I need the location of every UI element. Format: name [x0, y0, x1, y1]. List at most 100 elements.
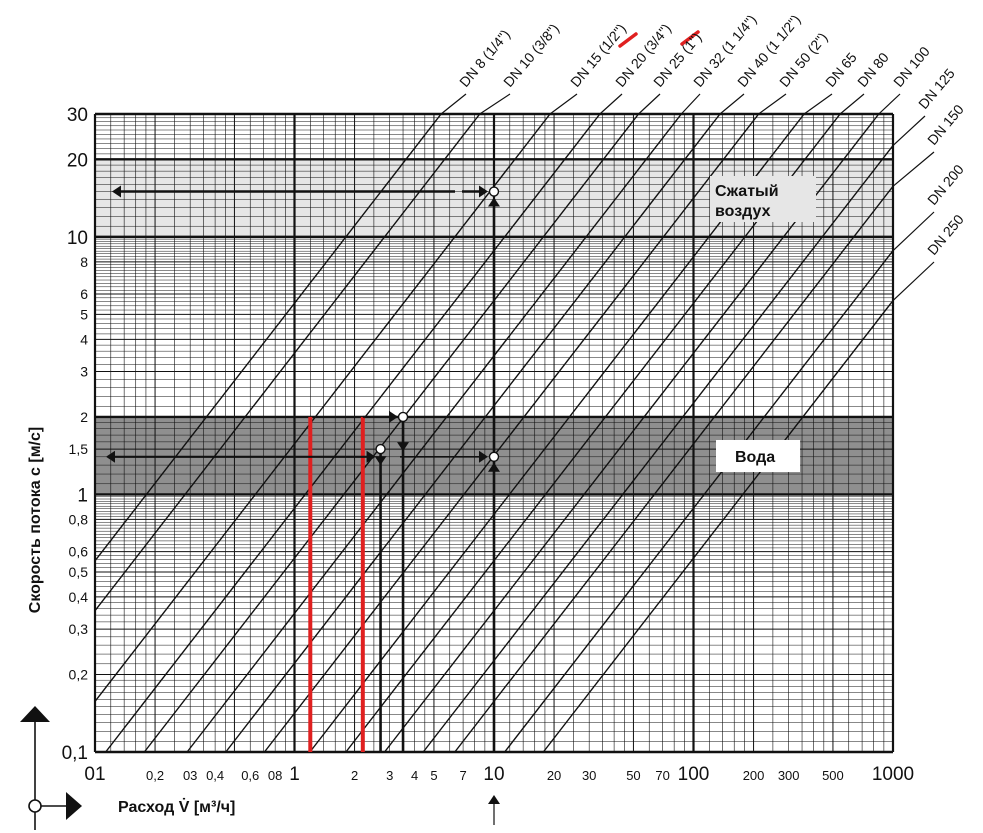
region-label-air: воздух	[715, 203, 771, 220]
series-line-dn32	[186, 113, 682, 753]
example-arrow-head-2-right	[389, 410, 399, 423]
annotation-layer	[106, 30, 700, 825]
series-leader-dn150	[892, 151, 935, 187]
series-leader-dn50	[758, 93, 787, 115]
series-line-dn40	[225, 113, 721, 753]
up-arrow-head	[20, 706, 50, 722]
series-line-dn25	[143, 113, 640, 753]
series-line-dn50	[263, 113, 760, 753]
x-tick-label: 4	[411, 768, 418, 783]
example-arrow-head-down-35	[397, 442, 410, 452]
example-point-water	[488, 451, 500, 463]
series-leader-dn100	[878, 93, 901, 115]
series-label-dn65: DN 65	[822, 49, 860, 90]
series-leader-dn65	[803, 93, 833, 115]
right-arrow-head	[66, 792, 82, 820]
series-line-dn125	[422, 145, 894, 753]
series-line-dn250	[542, 300, 894, 753]
y-tick-label: 5	[80, 306, 88, 322]
y-tick-label: 0,2	[69, 666, 89, 682]
x-tick-label: 20	[547, 768, 561, 783]
x-tick-label: 0,4	[206, 768, 224, 783]
y-tick-label: 8	[80, 254, 88, 270]
region-label-box-air	[710, 176, 816, 222]
y-tick-label: 3	[80, 364, 88, 380]
x-tick-label: 08	[268, 768, 282, 783]
series-leader-dn25	[638, 93, 661, 115]
series-label-dn10: DN 10 (3/8")	[500, 20, 562, 90]
y-tick-label: 1,5	[69, 441, 89, 457]
series-line-dn150	[454, 185, 894, 753]
example-point-35	[397, 411, 409, 423]
series-line-dn10	[94, 113, 481, 612]
x-tick-label: 0,6	[241, 768, 259, 783]
x-tick-label: 3	[386, 768, 393, 783]
x-tick-label: 5	[430, 768, 437, 783]
y-tick-label: 0,4	[69, 589, 89, 605]
y-tick-label: 0,5	[69, 564, 89, 580]
series-leader-dn10	[479, 93, 511, 115]
label-layer: DN 8 (1/4")DN 10 (3/8") DN 15 (1/2")DN 20…	[62, 11, 967, 785]
example-arrow-head-down-27	[374, 456, 387, 466]
y-tick-label: 2	[80, 409, 88, 425]
x-tick-label: 300	[778, 768, 800, 783]
series-leader-dn125	[892, 115, 926, 146]
y-tick-label: 0,3	[69, 621, 89, 637]
x-tick-label: 500	[822, 768, 844, 783]
series-label-dn80: DN 80	[854, 49, 892, 90]
series-line-dn200	[504, 250, 894, 753]
y-tick-label: 1	[77, 485, 88, 506]
example-arrow-head-water-right	[479, 450, 488, 463]
region-label-box-water	[716, 440, 800, 472]
x-tick-label: 01	[84, 764, 105, 785]
x-tick-label: 30	[582, 768, 596, 783]
series-leader-dn80	[839, 93, 865, 115]
example-arrow-head-up-air	[488, 197, 500, 207]
x-tick-label: 70	[655, 768, 669, 783]
x-tick-label: 7	[459, 768, 466, 783]
x-tick-label: 0,2	[146, 768, 164, 783]
series-leader-dn40	[719, 93, 745, 115]
axis-direction-arrows	[20, 706, 82, 830]
red-highlight-mark-0	[618, 32, 638, 48]
y-tick-label: 0,8	[69, 511, 89, 527]
series-line-dn15	[94, 113, 551, 702]
x-tick-label: 10	[483, 764, 504, 785]
x-tick-label: 03	[183, 768, 197, 783]
series-leader-dn15	[549, 93, 578, 115]
origin-circle	[28, 799, 42, 813]
series-line-dn20	[105, 113, 601, 753]
x-tick-label: 1	[289, 764, 300, 785]
series-leader-dn20	[599, 93, 623, 115]
y-tick-label: 20	[67, 150, 88, 171]
series-label-dn250: DN 250	[924, 211, 967, 258]
y-tick-label: 30	[67, 105, 88, 126]
example-arrow-head-water-mid	[366, 450, 376, 463]
x10-pointer-head	[488, 795, 500, 804]
example-arrow-head-air-left	[112, 185, 121, 198]
x-tick-label: 200	[743, 768, 765, 783]
y-tick-label: 0,1	[62, 743, 88, 764]
series-leader-dn32	[680, 93, 701, 115]
x-tick-label: 2	[351, 768, 358, 783]
series-label-dn200: DN 200	[924, 161, 967, 208]
red-highlight-mark-1	[680, 30, 700, 46]
y-tick-label: 4	[80, 331, 88, 347]
series-line-dn8	[94, 113, 442, 562]
series-leader-dn8	[440, 93, 467, 115]
series-leader-dn250	[892, 261, 935, 302]
y-tick-label: 0,6	[69, 544, 89, 560]
series-layer	[94, 93, 935, 753]
example-arrow-head-up-water	[488, 462, 500, 472]
example-arrow-head-water-left	[106, 450, 115, 463]
region-label-air: Сжатый	[715, 183, 779, 200]
x-axis-label: Расход V̇ [м³/ч]	[118, 798, 235, 816]
x-tick-label: 50	[626, 768, 640, 783]
series-leader-dn200	[892, 211, 935, 252]
x-tick-label: 100	[678, 764, 710, 785]
x-tick-label: 1000	[872, 764, 914, 785]
series-label-dn100: DN 100	[890, 43, 933, 90]
y-axis-label: Скорость потока с [м/с]	[27, 427, 44, 613]
y-tick-label: 6	[80, 286, 88, 302]
